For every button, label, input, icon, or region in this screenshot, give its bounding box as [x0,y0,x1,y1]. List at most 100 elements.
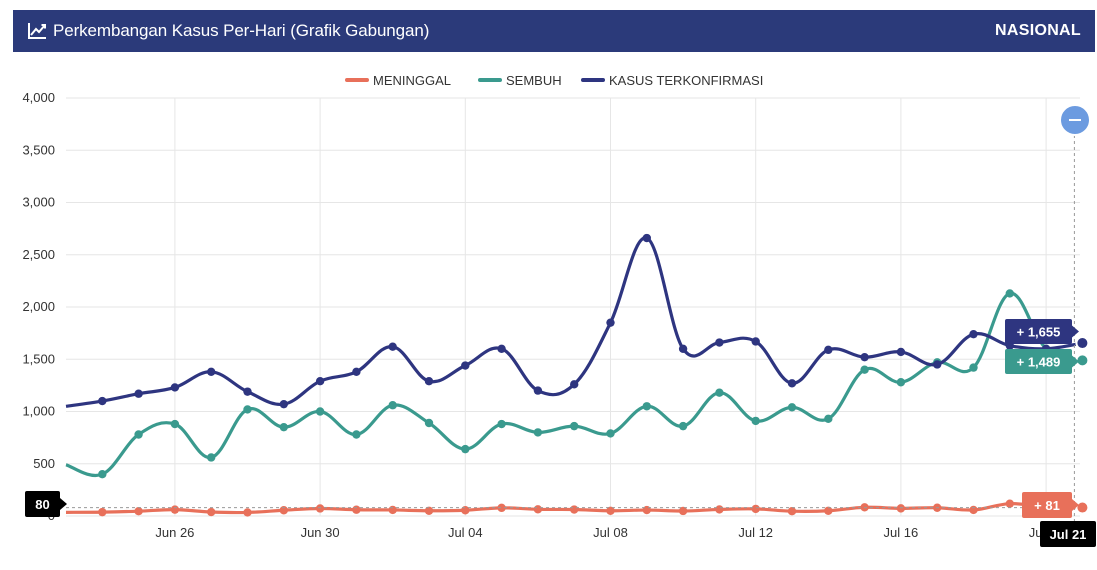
data-point-sembuh[interactable] [352,430,361,439]
header-left: Perkembangan Kasus Per-Hari (Grafik Gabu… [27,21,429,41]
data-point-sembuh[interactable] [207,453,216,462]
data-point-sembuh[interactable] [860,365,869,374]
data-point-sembuh[interactable] [533,428,543,437]
zoom-out-button[interactable] [1059,104,1091,136]
x-tick-label: Jun 26 [155,525,194,540]
data-point-sembuh[interactable] [570,421,579,431]
data-point-sembuh[interactable] [279,422,288,432]
data-point-meninggal[interactable] [98,507,107,517]
tooltip-date-box [1040,521,1096,547]
legend-label: MENINGGAL [373,73,451,88]
data-point-sembuh[interactable] [388,401,397,410]
data-point-sembuh[interactable] [424,418,434,428]
data-point-kasus[interactable] [243,387,252,396]
data-point-meninggal[interactable] [497,503,506,513]
data-point-meninggal[interactable] [424,506,434,515]
tooltip-meninggal-box [1022,492,1072,518]
data-point-kasus[interactable] [1075,336,1090,351]
data-point-kasus[interactable] [170,383,180,392]
data-point-kasus[interactable] [860,352,869,362]
data-point-meninggal[interactable] [352,505,361,514]
data-point-meninggal[interactable] [678,506,688,516]
y-tick-label: 4,000 [22,90,55,105]
data-point-meninggal[interactable] [570,505,579,514]
data-point-kasus[interactable] [933,360,942,369]
legend-item[interactable]: MENINGGAL [345,73,451,88]
data-point-sembuh[interactable] [606,429,615,438]
data-point-sembuh[interactable] [134,430,143,439]
tooltip-y-value-arrow [60,498,67,510]
data-point-meninggal[interactable] [533,505,543,514]
data-point-sembuh[interactable] [497,419,506,429]
chart-title: Perkembangan Kasus Per-Hari (Grafik Gabu… [53,21,430,40]
data-point-meninggal[interactable] [170,505,180,514]
data-point-kasus[interactable] [896,347,906,357]
data-point-sembuh[interactable] [642,402,651,411]
data-point-meninggal[interactable] [751,504,760,514]
data-point-meninggal[interactable] [279,506,288,515]
data-point-sembuh[interactable] [824,414,833,424]
data-point-meninggal[interactable] [642,505,651,515]
data-point-meninggal[interactable] [1075,500,1090,515]
data-point-kasus[interactable] [787,379,797,388]
data-point-meninggal[interactable] [824,506,833,515]
data-point-kasus[interactable] [424,376,434,386]
data-point-kasus[interactable] [352,367,361,376]
data-point-kasus[interactable] [134,389,143,398]
data-point-meninggal[interactable] [896,504,906,513]
data-point-meninggal[interactable] [715,505,724,514]
data-point-kasus[interactable] [497,344,506,353]
data-point-meninggal[interactable] [461,506,470,515]
data-point-sembuh[interactable] [461,444,470,454]
y-tick-label: 2,500 [22,247,55,262]
y-tick-label: 1,500 [22,351,55,366]
data-point-kasus[interactable] [824,345,833,355]
data-point-sembuh[interactable] [315,407,325,416]
y-tick-label: 500 [33,456,55,471]
data-point-kasus[interactable] [715,338,724,347]
data-point-meninggal[interactable] [606,506,615,515]
data-point-kasus[interactable] [751,337,760,346]
data-point-kasus[interactable] [533,386,543,395]
legend-item[interactable]: SEMBUH [478,73,562,88]
data-point-sembuh[interactable] [787,403,797,412]
data-point-meninggal[interactable] [787,506,797,516]
data-point-sembuh[interactable] [678,421,688,431]
data-point-meninggal[interactable] [315,504,325,513]
data-point-kasus[interactable] [279,399,288,409]
tooltip-sembuh-box [1005,349,1072,374]
tooltip-sembuh-text: + 1,489 [1017,355,1061,370]
data-point-sembuh[interactable] [243,405,252,414]
data-point-kasus[interactable] [315,376,325,386]
data-point-meninggal[interactable] [1005,499,1014,508]
tooltip-sembuh: + 1,489 [1005,349,1079,374]
data-point-meninggal[interactable] [243,508,252,517]
data-point-kasus[interactable] [969,329,978,339]
data-point-sembuh[interactable] [896,378,906,387]
data-point-sembuh[interactable] [715,388,724,397]
data-point-meninggal[interactable] [207,507,216,517]
legend-item[interactable]: KASUS TERKONFIRMASI [581,73,763,88]
data-point-sembuh[interactable] [170,419,180,429]
data-point-sembuh[interactable] [751,416,760,426]
data-point-sembuh[interactable] [1005,289,1014,298]
y-tick-label: 3,000 [22,195,55,210]
x-tick-label: Jul 08 [593,525,628,540]
data-point-meninggal[interactable] [969,505,978,515]
y-tick-label: 1,000 [22,404,55,419]
data-point-kasus[interactable] [98,396,107,406]
data-point-kasus[interactable] [461,361,470,370]
data-point-kasus[interactable] [388,342,397,351]
data-point-kasus[interactable] [207,367,216,376]
data-point-sembuh[interactable] [1075,353,1090,368]
data-point-kasus[interactable] [606,318,615,327]
data-point-kasus[interactable] [642,233,651,243]
data-point-kasus[interactable] [678,344,688,353]
data-point-sembuh[interactable] [969,363,978,372]
tooltip-date: Jul 21 [1040,521,1096,547]
data-point-kasus[interactable] [570,380,579,389]
data-point-meninggal[interactable] [134,506,143,516]
data-point-sembuh[interactable] [98,470,107,479]
y-tick-label: 3,500 [22,142,55,157]
data-point-meninggal[interactable] [388,505,397,515]
